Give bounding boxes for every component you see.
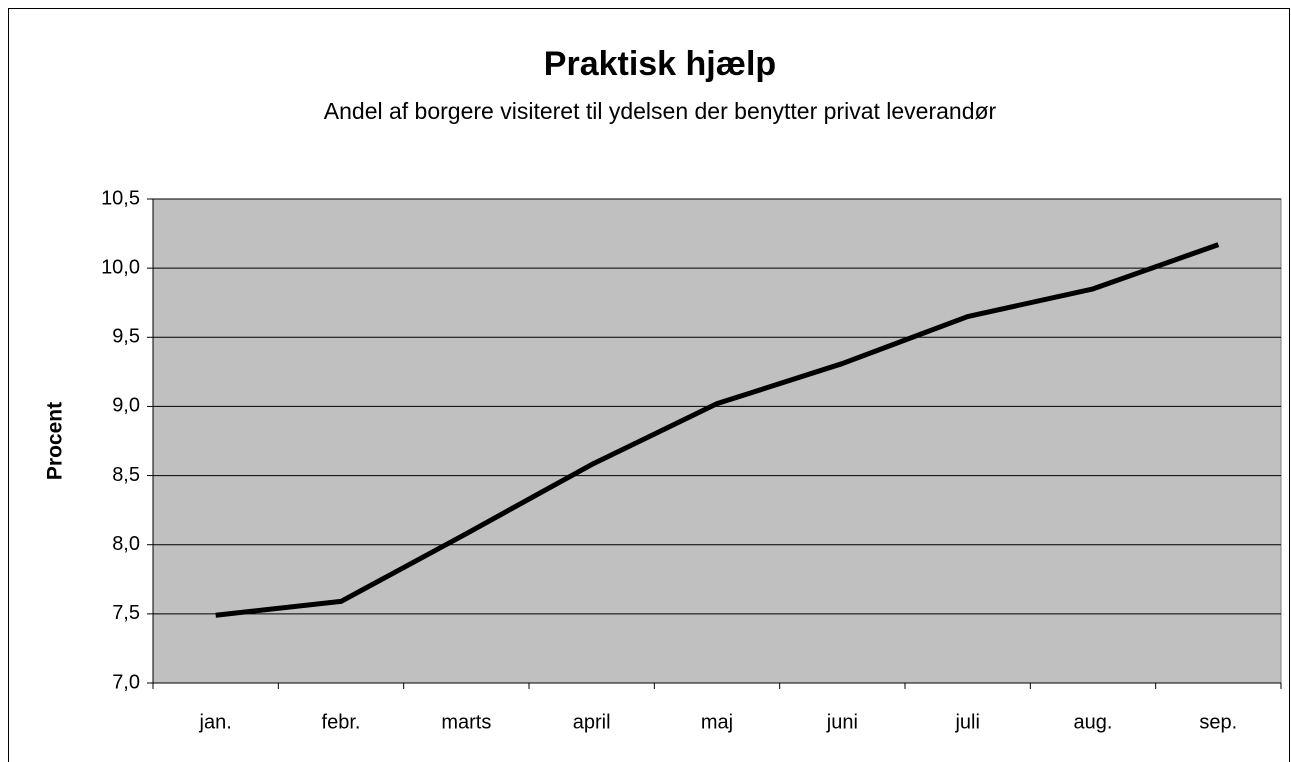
y-tick-label: 9,0 <box>112 395 140 417</box>
y-tick-label: 10,0 <box>101 256 140 278</box>
x-tick-label: aug. <box>1074 711 1113 733</box>
x-tick-label: jan. <box>199 711 232 733</box>
y-tick-label: 9,5 <box>112 326 140 348</box>
x-tick-label: juli <box>954 711 979 733</box>
x-tick-label: april <box>573 711 611 733</box>
chart-title: Praktisk hjælp <box>544 45 776 83</box>
y-axis-label: Procent <box>44 402 67 480</box>
x-tick-label: febr. <box>322 711 361 733</box>
y-tick-label: 8,5 <box>112 464 140 486</box>
y-tick-label: 7,5 <box>112 602 140 624</box>
y-tick-label: 7,0 <box>112 671 140 693</box>
plot-area <box>152 198 1282 684</box>
x-tick-label: juni <box>826 711 858 733</box>
y-tick-label: 10,5 <box>101 187 140 209</box>
data-line <box>215 242 1220 618</box>
x-tick-label: marts <box>441 711 491 733</box>
chart-subtitle: Andel af borgere visiteret til ydelsen d… <box>324 98 997 124</box>
y-tick-label: 8,0 <box>112 533 140 555</box>
x-tick-label: sep. <box>1199 711 1237 733</box>
x-tick-label: maj <box>701 711 733 733</box>
